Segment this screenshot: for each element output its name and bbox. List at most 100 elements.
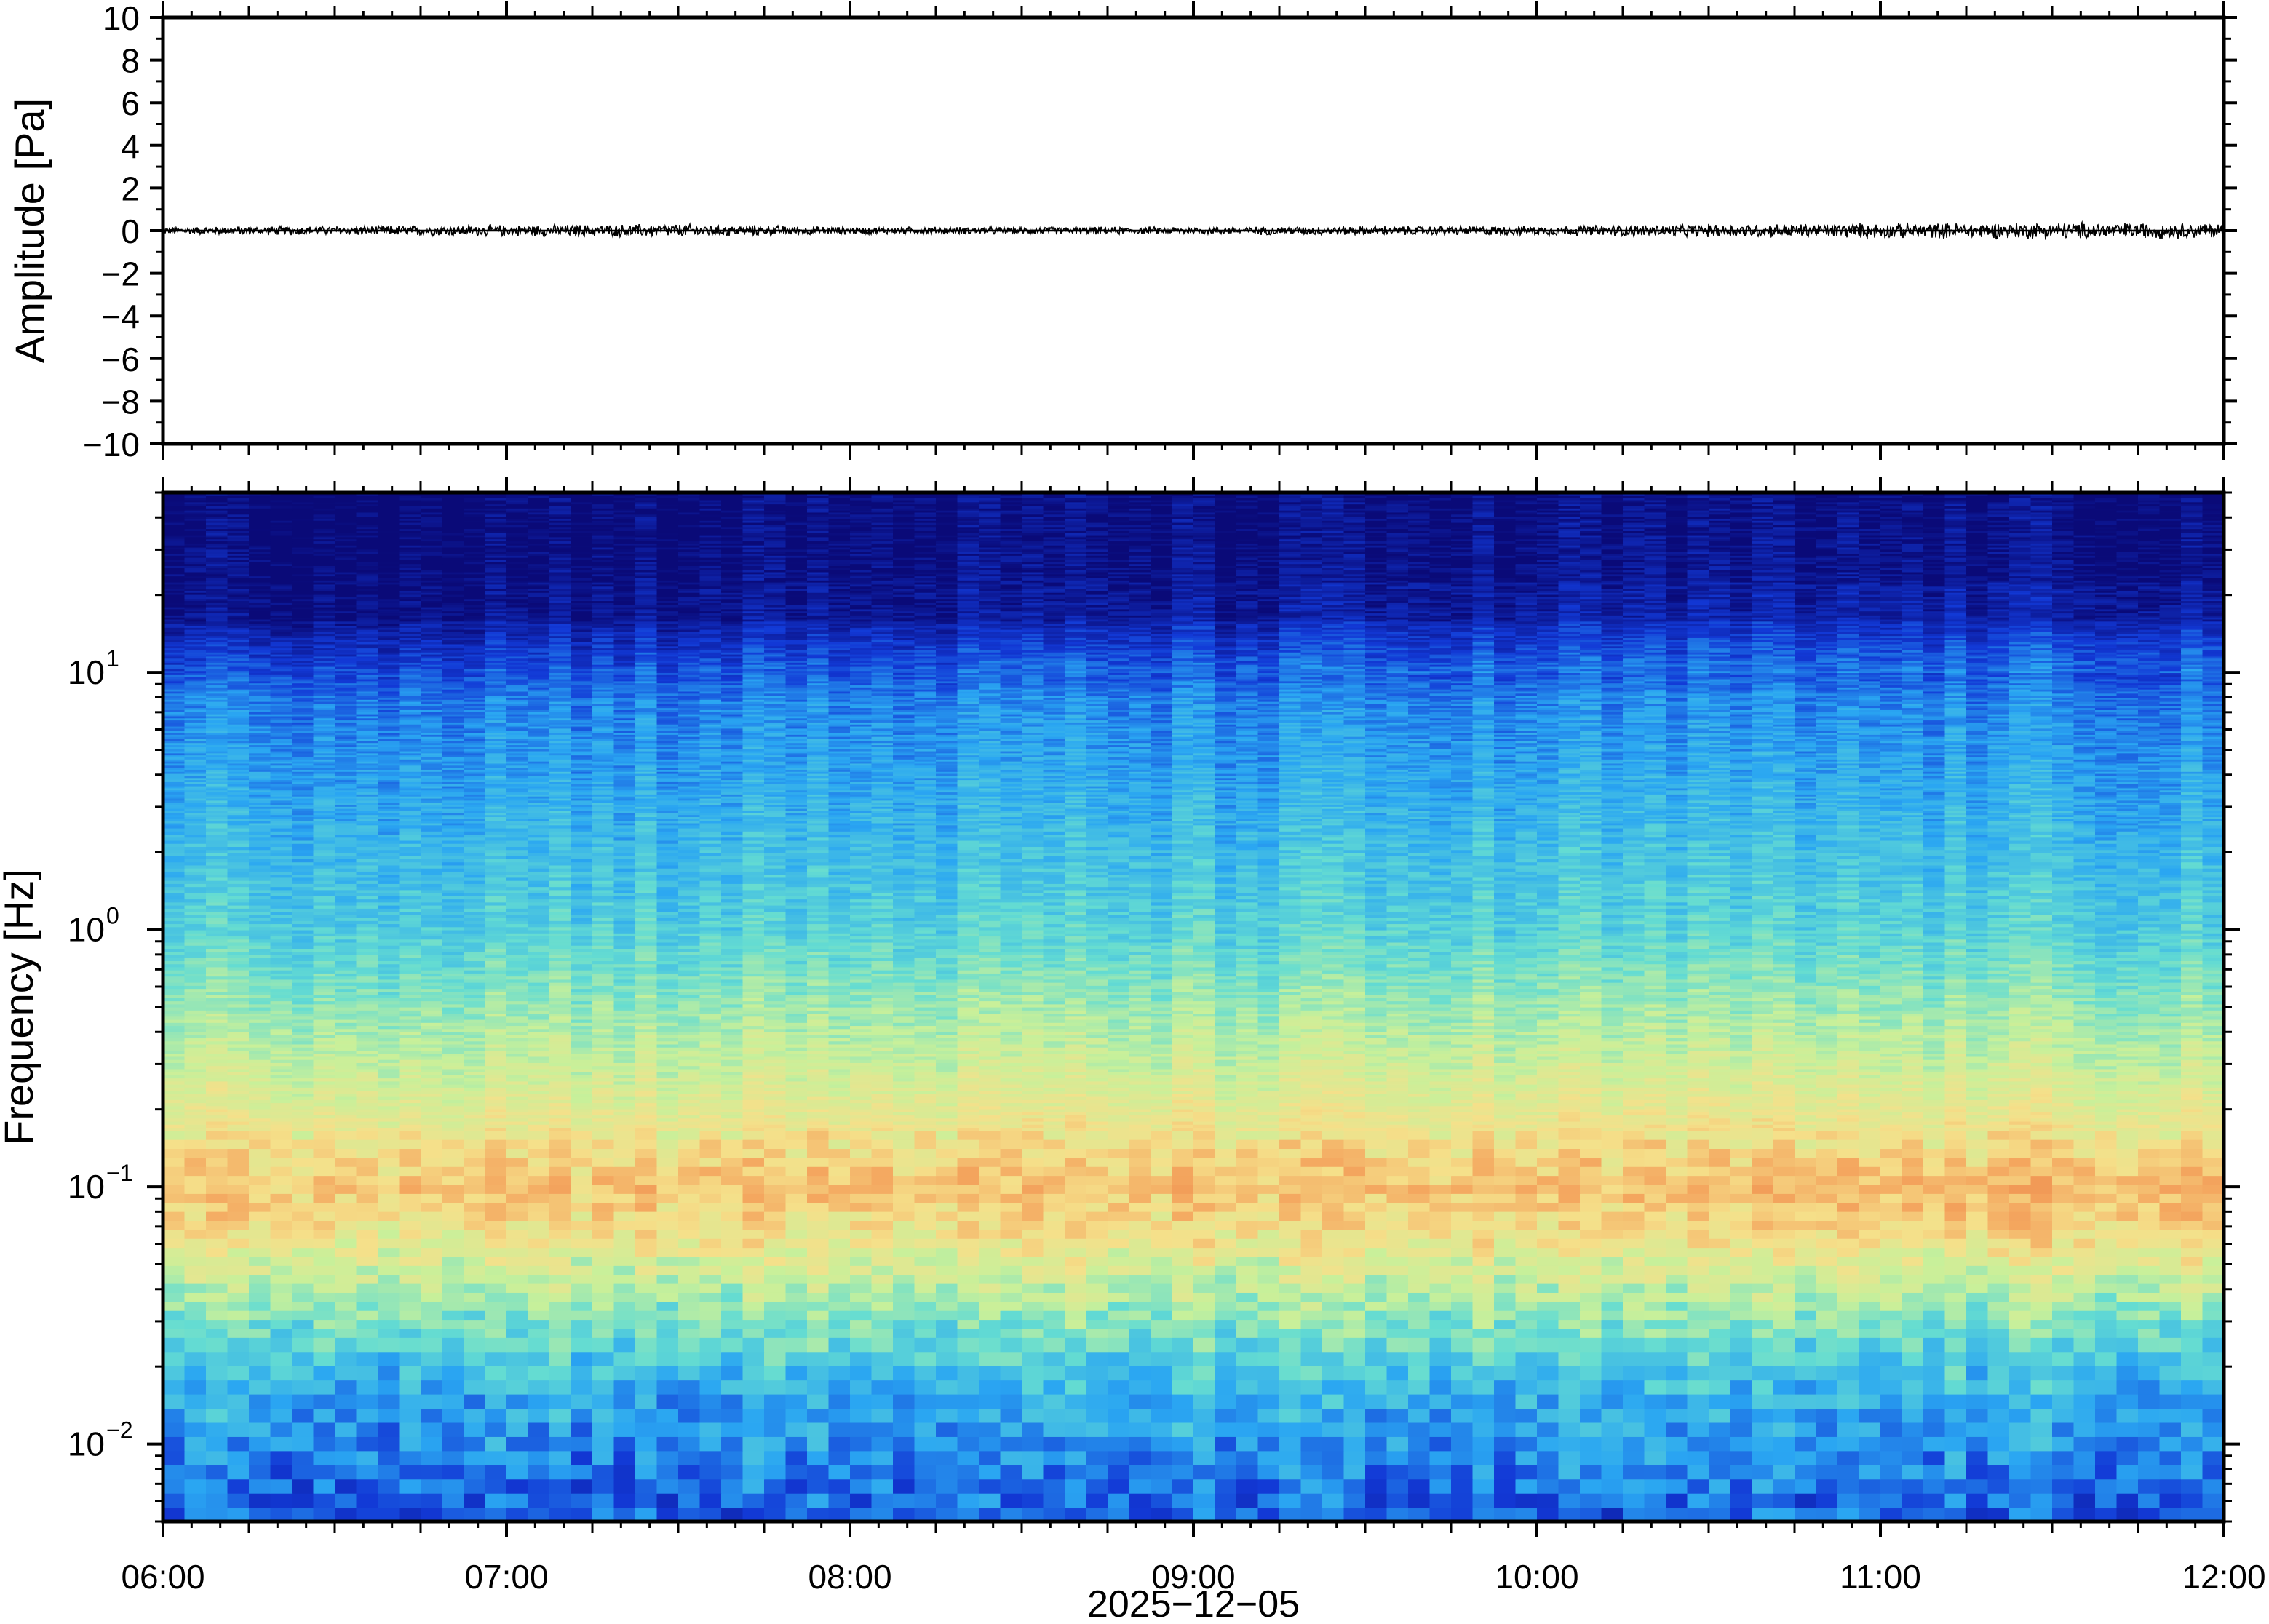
spectrogram-cell	[1752, 1329, 1773, 1338]
spectrogram-cell	[592, 1176, 614, 1185]
spectrogram-cell	[1022, 1366, 1044, 1380]
spectrogram-cell	[357, 1292, 378, 1302]
spectrogram-cell	[1516, 1112, 1538, 1115]
spectrogram-cell	[635, 1436, 657, 1451]
spectrogram-cell	[700, 1112, 722, 1115]
spectrogram-cell	[1430, 1292, 1452, 1302]
spectrogram-cell	[1215, 1408, 1237, 1422]
spectrogram-cell	[915, 1220, 937, 1230]
spectrogram-cell	[1516, 1109, 1538, 1112]
spectrogram-cell	[1108, 1292, 1129, 1302]
spectrogram-cell	[1301, 1109, 1323, 1112]
spectrogram-cell	[1279, 1203, 1301, 1212]
spectrogram-cell	[1602, 1211, 1624, 1221]
spectrogram-cell	[958, 1493, 979, 1508]
spectrogram-cell	[1473, 1248, 1495, 1257]
spectrogram-cell	[1623, 1139, 1645, 1149]
spectrogram-cell	[1559, 1337, 1581, 1352]
spectrogram-cell	[1086, 1230, 1108, 1239]
spectrogram-cell	[1559, 1292, 1581, 1302]
spectrogram-cell	[1279, 1166, 1301, 1176]
spectrogram-cell	[1086, 1292, 1108, 1302]
spectrogram-cell	[1516, 1493, 1538, 1508]
spectrogram-cell	[400, 1230, 421, 1239]
spectrogram-cell	[850, 1283, 872, 1293]
spectrogram-cell	[1430, 1422, 1452, 1437]
spectrogram-cell	[1880, 1422, 1902, 1437]
spectrogram-cell	[549, 1238, 571, 1248]
spectrogram-cell	[1236, 1394, 1258, 1409]
spectrogram-cell	[1988, 1320, 2010, 1329]
spectrogram-cell	[1688, 1176, 1709, 1185]
spectrogram-cell	[185, 1220, 207, 1230]
spectrogram-cell	[1279, 1248, 1301, 1257]
spectrogram-cell	[1645, 1220, 1666, 1230]
spectrogram-cell	[1044, 1166, 1065, 1176]
spectrogram-cell	[1387, 1436, 1409, 1451]
spectrogram-cell	[1236, 1166, 1258, 1176]
spectrogram-cell	[1795, 1158, 1816, 1167]
spectrogram-cell	[1344, 1479, 1366, 1494]
spectrogram-cell	[249, 1329, 271, 1338]
spectrogram-cell	[2117, 1148, 2139, 1158]
spectrogram-cell	[721, 1148, 743, 1158]
spectrogram-cell	[915, 1451, 937, 1465]
spectrogram-cell	[915, 1320, 937, 1329]
spectrogram-cell	[700, 1148, 722, 1158]
spectrogram-cell	[1752, 1394, 1773, 1409]
spectrogram-cell	[1602, 1320, 1624, 1329]
spectrogram-cell	[528, 1465, 550, 1479]
spectrogram-cell	[571, 1436, 593, 1451]
spectrogram-cell	[829, 1329, 851, 1338]
spectrogram-cell	[2117, 1451, 2139, 1465]
spectrogram-cell	[571, 1166, 593, 1176]
spectrogram-cell	[657, 1292, 679, 1302]
spectrogram-cell	[506, 1148, 528, 1158]
spectrogram-cell	[1022, 1176, 1044, 1185]
spectrogram-cell	[506, 1112, 528, 1115]
spectrogram-cell	[206, 1310, 228, 1320]
spectrogram-cell	[1795, 1121, 1816, 1125]
spectrogram-cell	[700, 1131, 722, 1140]
spectrogram-cell	[1065, 1193, 1086, 1203]
spectrogram-cell	[764, 1203, 786, 1212]
spectrogram-cell	[635, 1148, 657, 1158]
spectrogram-cell	[614, 1380, 636, 1395]
spectrogram-cell	[1988, 1493, 2010, 1508]
spectrogram-cell	[2181, 1310, 2203, 1320]
spectrogram-cell	[2031, 1158, 2053, 1167]
spectrogram-cell	[1172, 1310, 1194, 1320]
spectrogram-cell	[528, 1422, 550, 1437]
spectrogram-cell	[1129, 1329, 1151, 1338]
spectrogram-cell	[228, 1158, 250, 1167]
spectrogram-cell	[249, 1352, 271, 1366]
spectrogram-cell	[1022, 1380, 1044, 1395]
spectrogram-cell	[357, 1451, 378, 1465]
spectrogram-cell	[400, 1109, 421, 1112]
spectrogram-cell	[378, 1211, 400, 1221]
spectrogram-cell	[1945, 1166, 1967, 1176]
spectrogram-cell	[1945, 1408, 1967, 1422]
spectrogram-cell	[2052, 1436, 2074, 1451]
spectrogram-cell	[1730, 1211, 1752, 1221]
spectrogram-cell	[1537, 1230, 1559, 1239]
spectrogram-cell	[1859, 1124, 1881, 1128]
spectrogram-cell	[2031, 1310, 2053, 1320]
spectrogram-cell	[335, 1380, 357, 1395]
spectrogram-cell	[314, 1115, 335, 1118]
spectrogram-cell	[1365, 1283, 1387, 1293]
spectrogram-cell	[635, 1185, 657, 1194]
spectrogram-cell	[485, 1292, 507, 1302]
spectrogram-cell	[2160, 1112, 2182, 1115]
spectrogram-cell	[1322, 1302, 1344, 1311]
spectrogram-cell	[357, 1283, 378, 1293]
spectrogram-cell	[2074, 1112, 2096, 1115]
spectrogram-cell	[893, 1109, 915, 1112]
spectrogram-cell	[1580, 1275, 1602, 1284]
spectrogram-cell	[1172, 1148, 1194, 1158]
spectrogram-cell	[1516, 1211, 1538, 1221]
spectrogram-cell	[1387, 1131, 1409, 1140]
spectrogram-cell	[657, 1166, 679, 1176]
spectrogram-cell	[1430, 1220, 1452, 1230]
spectrogram-cell	[1880, 1283, 1902, 1293]
